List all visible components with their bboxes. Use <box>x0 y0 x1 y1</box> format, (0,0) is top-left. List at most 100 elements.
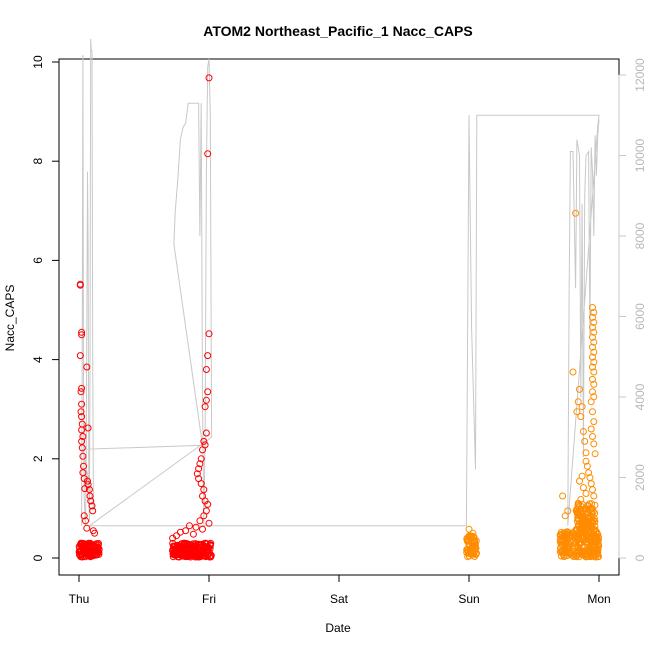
data-point <box>569 545 577 553</box>
data-point <box>468 543 476 551</box>
data-point <box>191 544 199 552</box>
data-point <box>590 525 598 533</box>
data-point <box>204 150 212 158</box>
data-point <box>86 492 94 500</box>
data-point <box>463 549 471 556</box>
data-point <box>204 352 212 360</box>
data-point <box>589 388 596 396</box>
data-point <box>76 352 84 360</box>
data-point <box>575 553 583 561</box>
data-point <box>591 526 599 534</box>
data-point <box>79 433 87 440</box>
data-point <box>568 536 576 544</box>
data-point <box>202 429 210 437</box>
series-2-points <box>463 209 603 561</box>
data-point <box>589 343 596 351</box>
x-tick-label: Sun <box>458 592 479 606</box>
data-point <box>590 492 598 500</box>
x-axis-label: Date <box>325 621 351 635</box>
data-point <box>587 534 595 542</box>
data-point <box>201 403 209 411</box>
data-point <box>201 552 209 560</box>
data-point <box>589 313 596 321</box>
data-point <box>207 539 215 547</box>
y-right-tick-label: 2000 <box>633 464 647 491</box>
data-point <box>589 353 596 361</box>
data-point <box>573 408 581 416</box>
data-point <box>192 523 200 531</box>
data-point <box>84 477 91 485</box>
data-point <box>465 537 473 545</box>
data-point <box>556 531 564 539</box>
data-point <box>585 469 593 477</box>
axes-layer: Thu Fri Sat Sun Mon 0 2 4 6 8 10 0 2000 4000 6000 8000 1… <box>31 55 647 606</box>
data-point <box>579 484 587 492</box>
data-point <box>587 504 595 512</box>
data-point <box>557 540 565 548</box>
data-point <box>192 553 200 561</box>
y-left-tick-label: 6 <box>31 257 45 264</box>
data-point <box>91 529 99 537</box>
data-point <box>200 486 208 494</box>
data-point <box>82 547 90 555</box>
data-point <box>578 472 586 480</box>
data-point <box>193 470 201 478</box>
data-point <box>83 363 91 371</box>
data-point <box>84 424 92 432</box>
data-point <box>78 331 86 339</box>
data-point <box>84 481 92 489</box>
data-point <box>472 551 480 558</box>
data-point <box>186 522 193 530</box>
data-point <box>557 547 565 555</box>
data-point <box>197 480 205 488</box>
y-right-tick-label: 0 <box>633 554 647 561</box>
y-right-tick-label: 10000 <box>633 138 647 172</box>
data-point <box>465 525 473 533</box>
data-point <box>589 323 596 331</box>
data-point <box>591 450 599 458</box>
data-point <box>82 517 89 525</box>
data-point <box>558 552 565 560</box>
data-point <box>563 529 571 536</box>
data-point <box>577 496 585 503</box>
data-point <box>189 530 197 538</box>
data-point <box>589 333 596 341</box>
data-point <box>590 338 598 346</box>
data-point <box>469 541 477 549</box>
data-point <box>190 546 198 554</box>
data-point <box>587 425 595 433</box>
data-point <box>590 318 598 326</box>
data-point <box>202 396 210 404</box>
data-point <box>85 539 93 547</box>
data-point <box>78 400 86 408</box>
data-point <box>78 328 86 336</box>
scatter-points-layer <box>75 74 603 561</box>
data-point <box>78 384 86 392</box>
data-point <box>592 535 600 543</box>
x-tick-label: Fri <box>202 592 216 606</box>
data-point <box>589 375 596 383</box>
y-axis-label: Nacc_CAPS <box>3 285 17 352</box>
data-point <box>199 525 206 533</box>
data-point <box>589 304 596 311</box>
chart-title: ATOM2 Northeast_Pacific_1 Nacc_CAPS <box>203 23 472 39</box>
data-point <box>205 74 213 82</box>
data-point <box>590 328 598 336</box>
data-point <box>77 388 85 396</box>
y-left-tick-label: 4 <box>31 356 45 363</box>
data-point <box>176 528 184 536</box>
data-point <box>589 408 596 416</box>
data-point <box>559 492 567 500</box>
data-point <box>78 444 86 452</box>
altitude-line-layer <box>81 38 600 527</box>
data-point <box>577 413 585 421</box>
data-point <box>185 541 193 548</box>
data-point <box>591 518 599 526</box>
data-point <box>469 529 477 537</box>
data-point <box>589 363 596 371</box>
data-point <box>576 527 584 534</box>
data-point <box>589 486 596 494</box>
data-point <box>81 540 89 548</box>
